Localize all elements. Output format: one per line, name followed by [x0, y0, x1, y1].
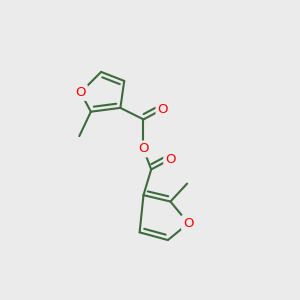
Text: O: O	[75, 86, 86, 99]
Text: O: O	[138, 142, 149, 155]
Text: O: O	[158, 103, 168, 116]
Text: O: O	[165, 153, 176, 166]
Text: O: O	[183, 217, 194, 230]
